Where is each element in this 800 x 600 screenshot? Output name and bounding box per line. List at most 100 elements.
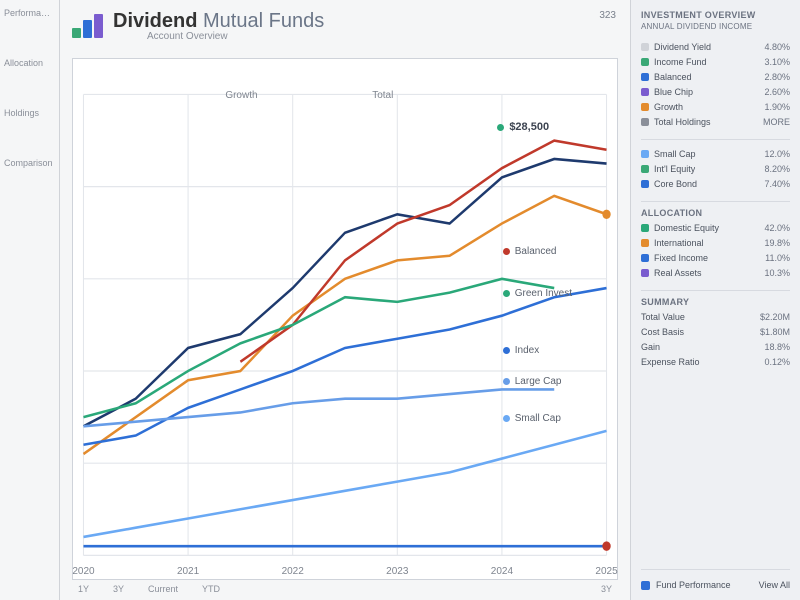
- sidebar-row-label: Income Fund: [641, 57, 707, 67]
- sidebar-row-label-text: Expense Ratio: [641, 357, 700, 367]
- color-swatch-icon: [641, 118, 649, 126]
- left-rail-item[interactable]: Comparison: [4, 158, 55, 168]
- sidebar-row-value: 4.80%: [764, 42, 790, 52]
- sidebar-row-label: Growth: [641, 102, 683, 112]
- color-swatch-icon: [641, 73, 649, 81]
- color-swatch-icon: [641, 269, 649, 277]
- sidebar-row-label-text: Real Assets: [654, 268, 702, 278]
- sidebar-row-value: MORE: [763, 117, 790, 127]
- corner-value: 323: [599, 10, 616, 21]
- sidebar-section: SUMMARY Total Value$2.20M Cost Basis $1.80M…: [641, 297, 790, 369]
- sidebar-row-label-text: Blue Chip: [654, 87, 693, 97]
- sidebar-row-label-text: Growth: [654, 102, 683, 112]
- left-rail: Performance Allocation Holdings Comparison: [0, 0, 60, 600]
- sidebar-row[interactable]: Gain18.8%: [641, 339, 790, 354]
- sidebar-row-label: Cost Basis: [641, 327, 684, 337]
- sidebar-row-value: 42.0%: [764, 223, 790, 233]
- color-swatch-icon: [641, 180, 649, 188]
- color-swatch-icon: [641, 103, 649, 111]
- sidebar-row[interactable]: Growth 1.90%: [641, 99, 790, 114]
- sidebar-row[interactable]: Fixed Income 11.0%: [641, 250, 790, 265]
- left-rail-item[interactable]: Performance: [4, 8, 55, 18]
- sidebar-row[interactable]: International19.8%: [641, 235, 790, 250]
- color-swatch-icon: [641, 58, 649, 66]
- sidebar-section-header: SUMMARY: [641, 297, 790, 307]
- sidebar-row[interactable]: Small Cap 12.0%: [641, 146, 790, 161]
- logo-bar: [83, 20, 92, 38]
- sidebar-row-value: 2.60%: [764, 87, 790, 97]
- chart-inner-label: Total: [372, 90, 393, 101]
- sidebar-row[interactable]: Balanced 2.80%: [641, 69, 790, 84]
- sidebar-row-value: 2.80%: [764, 72, 790, 82]
- sidebar: INVESTMENT OVERVIEW ANNUAL DIVIDEND INCO…: [630, 0, 800, 600]
- sidebar-row[interactable]: Income Fund3.10%: [641, 54, 790, 69]
- chart-callout: $28,500: [497, 121, 549, 133]
- sidebar-row-value: 19.8%: [764, 238, 790, 248]
- chart-footer-item[interactable]: Current: [148, 584, 178, 594]
- divider: [641, 290, 790, 291]
- sidebar-row-value: 11.0%: [765, 253, 790, 263]
- sidebar-section: ALLOCATION Domestic Equity 42.0% Internatio…: [641, 208, 790, 280]
- sidebar-section-header: ALLOCATION: [641, 208, 790, 218]
- sidebar-footer[interactable]: Fund Performance View All: [641, 576, 790, 590]
- sidebar-row-label-text: Total Holdings: [654, 117, 711, 127]
- sidebar-row-label-text: Gain: [641, 342, 660, 352]
- sidebar-row[interactable]: Total Value$2.20M: [641, 309, 790, 324]
- sidebar-subtitle: ANNUAL DIVIDEND INCOME: [641, 22, 790, 31]
- sidebar-row-label: Dividend Yield: [641, 42, 711, 52]
- color-swatch-icon: [641, 239, 649, 247]
- chart-footer-left: 1Y 3Y Current YTD: [78, 584, 220, 594]
- legend-item[interactable]: Large Cap: [503, 376, 562, 387]
- legend-item[interactable]: Index: [503, 345, 539, 356]
- divider: [641, 201, 790, 202]
- chart-footer-item[interactable]: YTD: [202, 584, 220, 594]
- sidebar-row-value: 1.90%: [764, 102, 790, 112]
- sidebar-row[interactable]: Expense Ratio0.12%: [641, 354, 790, 369]
- header: Dividend Mutual Funds Account Overview: [72, 6, 618, 50]
- title-main: Dividend: [113, 10, 197, 32]
- sidebar-row-label: Small Cap: [641, 149, 696, 159]
- line-chart: [73, 59, 617, 579]
- sidebar-row-value: $1.80M: [760, 327, 790, 337]
- color-swatch-icon: [641, 165, 649, 173]
- sidebar-row[interactable]: Real Assets10.3%: [641, 265, 790, 280]
- page-title: Dividend Mutual Funds: [113, 10, 324, 33]
- sidebar-footer-label: Fund Performance: [656, 580, 731, 590]
- color-swatch-icon: [641, 43, 649, 51]
- sidebar-row[interactable]: Cost Basis $1.80M: [641, 324, 790, 339]
- legend-item[interactable]: Green Invest: [503, 288, 572, 299]
- left-rail-item[interactable]: Holdings: [4, 108, 55, 118]
- sidebar-row-label: Blue Chip: [641, 87, 693, 97]
- sidebar-row[interactable]: Int'l Equity8.20%: [641, 161, 790, 176]
- left-rail-item[interactable]: Allocation: [4, 58, 55, 68]
- sidebar-row-label: Real Assets: [641, 268, 702, 278]
- chart-footer-item[interactable]: 3Y: [113, 584, 124, 594]
- sidebar-row[interactable]: Total Holdings MORE: [641, 114, 790, 129]
- sidebar-row-label-text: Core Bond: [654, 179, 697, 189]
- sidebar-row-value: 12.0%: [764, 149, 790, 159]
- sidebar-row[interactable]: Core Bond7.40%: [641, 176, 790, 191]
- color-swatch-icon: [641, 224, 649, 232]
- sidebar-row-label-text: Balanced: [654, 72, 692, 82]
- divider: [641, 569, 790, 570]
- logo-icon: [72, 14, 103, 38]
- sidebar-row-label-text: Total Value: [641, 312, 685, 322]
- sidebar-row[interactable]: Domestic Equity 42.0%: [641, 220, 790, 235]
- divider: [641, 139, 790, 140]
- chart-footer-right: 3Y: [601, 584, 612, 594]
- sidebar-row-label: Domestic Equity: [641, 223, 719, 233]
- x-tick-label: 2022: [282, 566, 304, 577]
- legend-item[interactable]: Balanced: [503, 246, 557, 257]
- sidebar-title: INVESTMENT OVERVIEW: [641, 10, 790, 20]
- sidebar-row-label: Total Holdings: [641, 117, 711, 127]
- chart-inner-label: Growth: [225, 90, 257, 101]
- chart-footer-item[interactable]: 1Y: [78, 584, 89, 594]
- legend-item[interactable]: Small Cap: [503, 413, 561, 424]
- sidebar-row[interactable]: Dividend Yield 4.80%: [641, 39, 790, 54]
- sidebar-row[interactable]: Blue Chip 2.60%: [641, 84, 790, 99]
- logo-bar: [72, 28, 81, 38]
- sidebar-footer-value: View All: [759, 580, 790, 590]
- sidebar-row-label-text: Fixed Income: [654, 253, 708, 263]
- logo-bar: [94, 14, 103, 38]
- sidebar-row-label-text: Domestic Equity: [654, 223, 719, 233]
